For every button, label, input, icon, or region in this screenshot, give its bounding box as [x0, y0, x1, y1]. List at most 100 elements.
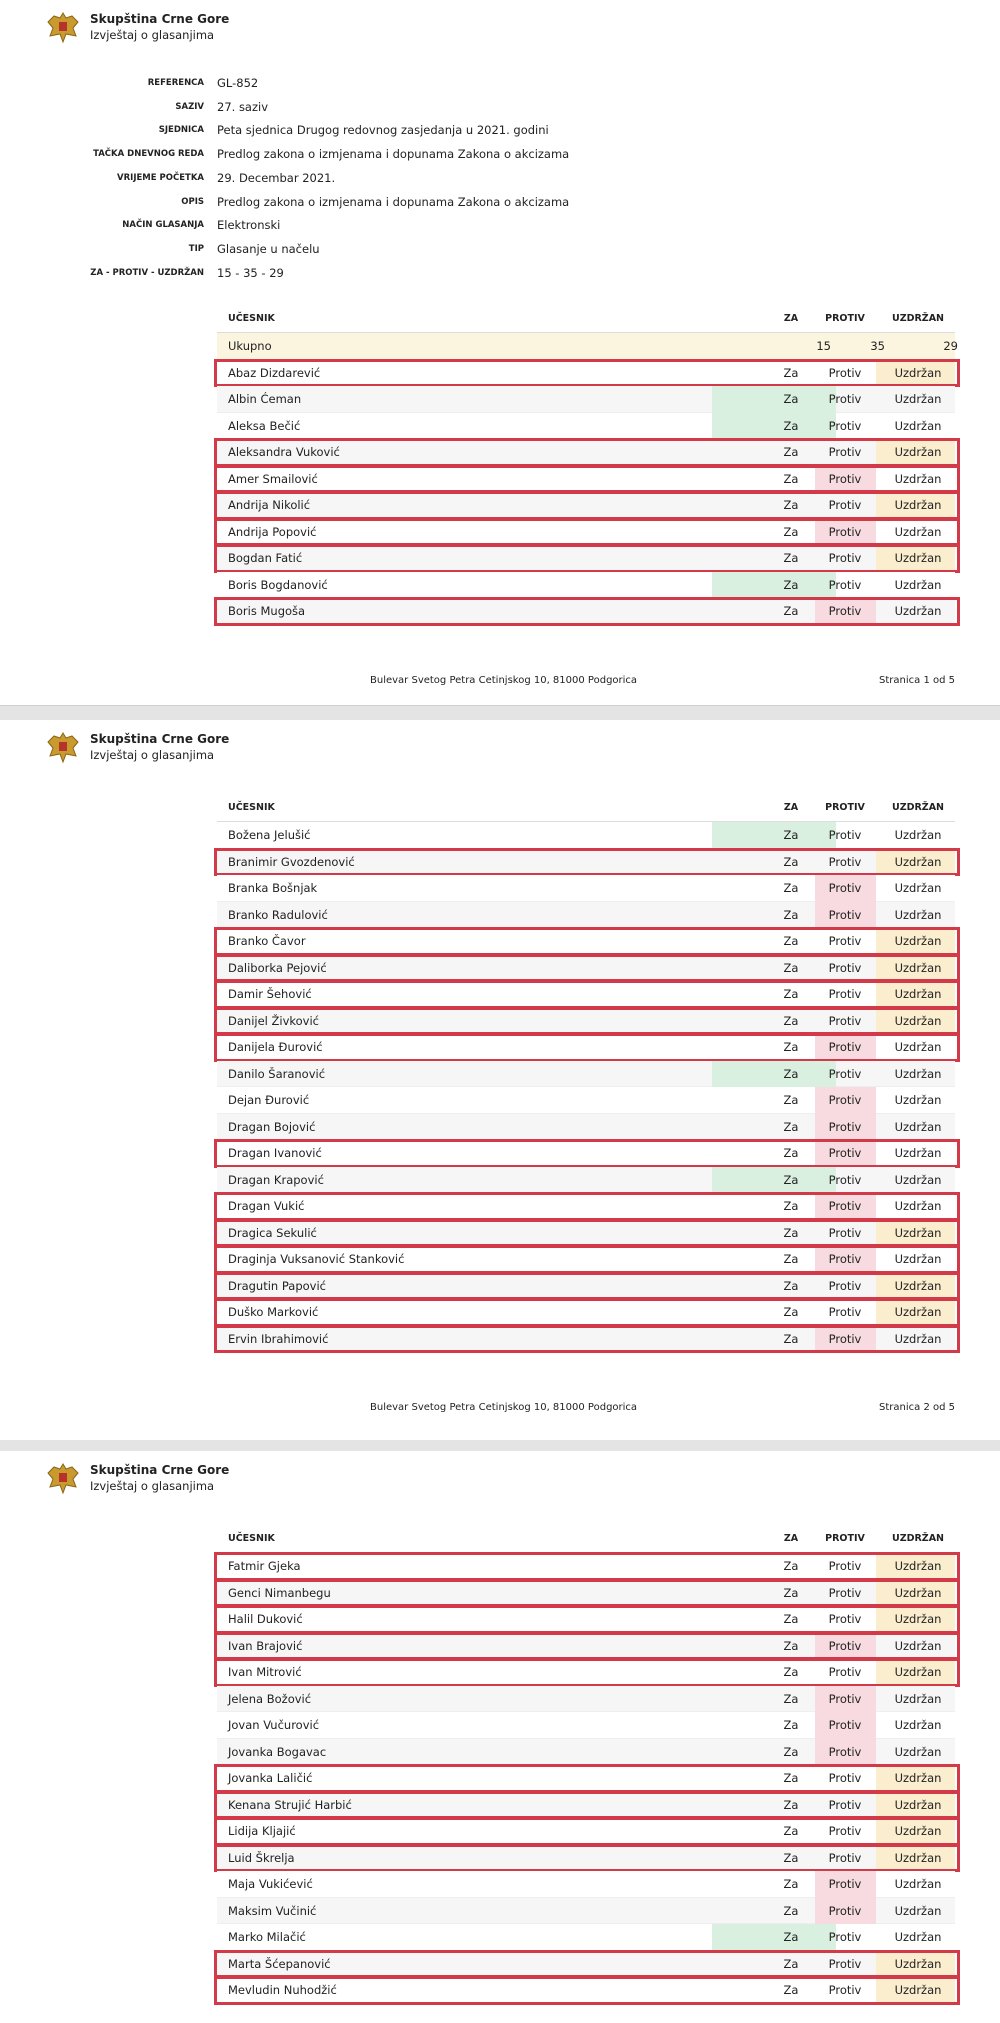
highlight-box	[214, 1605, 960, 1634]
vote-option: Uzdržan	[894, 1744, 942, 1759]
vote-option: Za	[783, 1665, 799, 1679]
table-row	[217, 848, 955, 875]
vote-cell	[815, 1087, 876, 1114]
highlight-box	[214, 1764, 960, 1793]
member-name: Dejan Đurović	[228, 1093, 310, 1107]
vote-cell	[876, 1553, 955, 1580]
vote-option: Uzdržan	[894, 1172, 942, 1187]
org-title: Skupština Crne Gore	[90, 732, 230, 746]
vote-option: Protiv	[828, 1305, 862, 1319]
vote-cell	[815, 1871, 876, 1898]
vote-cell	[876, 545, 955, 572]
vote-option: Za	[783, 1824, 799, 1838]
vote-option: Za	[783, 934, 799, 948]
vote-option: Protiv	[828, 524, 862, 539]
vote-option: Uzdržan	[894, 1093, 942, 1107]
vote-option: Protiv	[828, 1331, 862, 1346]
column-header: ZA	[783, 802, 799, 813]
vote-option: Protiv	[828, 1850, 862, 1865]
column-header: ZA	[783, 313, 799, 324]
highlight-box	[214, 1245, 960, 1274]
total-value: 15	[816, 339, 831, 353]
vote-option: Za	[783, 1119, 799, 1134]
member-name: Dragutin Papović	[228, 1278, 326, 1293]
vote-option: Protiv	[828, 1956, 862, 1971]
member-name: Božena Jelušić	[228, 828, 311, 842]
vote-option: Protiv	[828, 1691, 862, 1706]
vote-option: Za	[783, 1850, 799, 1865]
vote-cell	[876, 848, 955, 875]
vote-option: Uzdržan	[894, 907, 942, 922]
vote-option: Za	[783, 1691, 799, 1706]
vote-option: Protiv	[828, 1930, 862, 1944]
logo	[46, 730, 80, 764]
vote-option: Protiv	[828, 1199, 862, 1213]
highlight-box	[214, 517, 960, 546]
vote-cell	[815, 465, 876, 492]
vote-option: Za	[783, 604, 799, 618]
vote-cell	[712, 571, 836, 598]
vote-option: Protiv	[828, 445, 862, 459]
vote-option: Uzdržan	[894, 1585, 942, 1600]
vote-option: Protiv	[828, 881, 862, 895]
table-row	[217, 1659, 955, 1686]
vote-option: Uzdržan	[894, 1824, 942, 1838]
vote-option: Uzdržan	[894, 498, 942, 512]
vote-option: Za	[783, 1638, 799, 1653]
vote-option: Za	[783, 1877, 799, 1891]
vote-option: Za	[783, 1040, 799, 1054]
meta-value: Predlog zakona o izmjenama i dopunama Za…	[217, 147, 570, 162]
page-number: Stranica 1 od 5	[879, 674, 955, 686]
page: Skupština Crne Gore Izvještaj o glasanjim…	[0, 720, 1000, 1440]
meta-label: VRIJEME POČETKA	[117, 172, 204, 183]
member-name: Marko Milačić	[228, 1930, 306, 1944]
vote-cell	[815, 1738, 876, 1765]
vote-option: Protiv	[828, 1252, 862, 1266]
vote-cell	[876, 1007, 955, 1034]
highlight-box	[214, 1218, 960, 1247]
vote-option: Uzdržan	[894, 1305, 942, 1319]
column-header: PROTIV	[825, 802, 865, 813]
member-name: Genci Nimanbegu	[228, 1585, 331, 1600]
page-separator	[0, 705, 1000, 721]
member-name: Lidija Kljajić	[228, 1824, 296, 1838]
vote-option: Protiv	[828, 1172, 862, 1187]
vote-option: Uzdržan	[894, 1252, 942, 1266]
vote-option: Uzdržan	[894, 1930, 942, 1944]
member-name: Bogdan Fatić	[228, 551, 303, 565]
vote-option: Za	[783, 1093, 799, 1107]
highlight-box	[214, 1658, 960, 1687]
page-number: Stranica 2 od 5	[879, 1402, 955, 1413]
highlight-box	[214, 464, 960, 493]
vote-cell	[876, 928, 955, 955]
vote-option: Protiv	[828, 828, 862, 842]
highlight-box	[214, 438, 960, 467]
column-header: PROTIV	[825, 1533, 865, 1544]
member-name: Marta Šćepanović	[228, 1956, 331, 1971]
vote-option: Protiv	[828, 1744, 862, 1759]
vote-option: Protiv	[828, 1665, 862, 1679]
vote-cell	[876, 981, 955, 1008]
vote-cell	[815, 1246, 876, 1273]
member-name: Andrija Nikolić	[228, 498, 311, 512]
vote-option: Uzdržan	[894, 1146, 942, 1160]
vote-option: Protiv	[828, 1638, 862, 1653]
vote-cell	[876, 1606, 955, 1633]
meta-value: GL-852	[217, 76, 259, 90]
vote-option: Za	[783, 1744, 799, 1759]
highlight-box	[214, 980, 960, 1009]
vote-option: Za	[783, 854, 799, 869]
column-header: PROTIV	[825, 313, 865, 324]
highlight-box	[214, 1552, 960, 1581]
vote-option: Za	[783, 418, 799, 433]
org-title: Skupština Crne Gore	[90, 1463, 230, 1477]
logo	[46, 1461, 80, 1495]
member-name: Luid Škrelja	[228, 1850, 295, 1865]
vote-option: Protiv	[828, 1040, 862, 1054]
vote-option: Protiv	[828, 934, 862, 948]
vote-cell	[712, 386, 836, 413]
member-name: Dragan Krapović	[228, 1172, 324, 1187]
vote-option: Uzdržan	[894, 1771, 942, 1785]
member-name: Jelena Božović	[228, 1691, 312, 1706]
member-name: Maksim Vučinić	[228, 1903, 317, 1918]
